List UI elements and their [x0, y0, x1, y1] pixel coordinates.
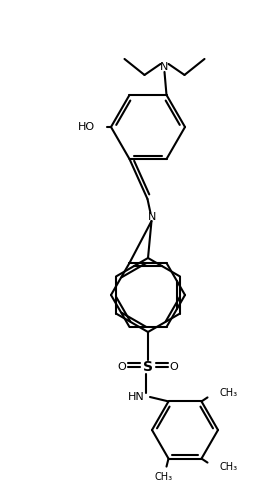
Text: S: S [143, 360, 153, 374]
Text: O: O [118, 362, 126, 372]
Text: HO: HO [78, 122, 95, 132]
Text: HN: HN [128, 392, 144, 402]
Text: O: O [170, 362, 178, 372]
Text: CH₃: CH₃ [219, 462, 238, 471]
Text: CH₃: CH₃ [219, 388, 238, 398]
Text: CH₃: CH₃ [154, 471, 173, 482]
Text: N: N [160, 62, 169, 72]
Text: N: N [148, 212, 157, 222]
